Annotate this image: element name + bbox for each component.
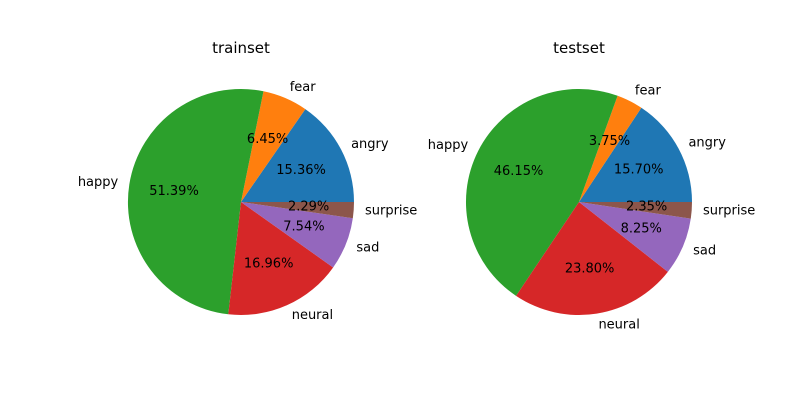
pie-slice-happy [465,88,618,296]
pie-slice-neural [516,202,668,316]
pct-label-sad: 8.25% [621,221,662,236]
slice-label-neural: neural [292,308,333,323]
pie-chart-trainset: trainset angry 15.36% fear 6.45% happy 51.39%… [78,39,418,323]
slice-label-surprise: surprise [365,203,417,218]
pct-label-sad: 7.54% [283,220,324,235]
chart-title-trainset: trainset [212,39,270,57]
slice-label-sad: sad [693,244,716,259]
pct-label-angry: 15.70% [614,162,664,177]
slice-label-happy: happy [78,175,119,190]
slice-label-sad: sad [356,241,379,256]
slice-label-neural: neural [598,317,639,332]
pie-slice-happy [127,88,264,315]
pie-slice-angry [241,109,354,202]
pie-slice-surprise [241,202,354,219]
pie-slice-sad [579,202,691,272]
slice-label-angry: angry [688,136,726,151]
pct-label-surprise: 2.35% [626,200,667,215]
pct-label-fear: 6.45% [247,132,288,147]
pct-label-fear: 3.75% [589,134,630,149]
pie-slice-neural [228,202,334,315]
slice-label-surprise: surprise [703,204,755,219]
pie-chart-testset: testset angry 15.70% fear 3.75% happy 46.15% n… [428,39,756,332]
slice-label-angry: angry [351,137,389,152]
pie-slice-angry [579,107,692,202]
slice-label-fear: fear [290,80,317,95]
pie-slices [465,88,692,316]
pct-label-neural: 23.80% [565,261,615,276]
chart-title-testset: testset [553,39,605,57]
pie-slice-fear [579,95,642,202]
pie-slice-sad [241,202,353,268]
pct-label-surprise: 2.29% [288,199,329,214]
pie-slice-surprise [579,202,692,219]
pie-labels: angry 15.36% fear 6.45% happy 51.39% neural 16.… [78,80,418,323]
pie-labels: angry 15.70% fear 3.75% happy 46.15% neural 23.… [428,83,756,332]
pct-label-happy: 46.15% [494,164,544,179]
slice-label-fear: fear [635,83,662,98]
pct-label-neural: 16.96% [244,256,294,271]
pct-label-happy: 51.39% [149,184,199,199]
pie-slices [127,88,354,315]
pct-label-angry: 15.36% [276,163,326,178]
pie-slice-fear [241,91,306,202]
slice-label-happy: happy [428,138,469,153]
